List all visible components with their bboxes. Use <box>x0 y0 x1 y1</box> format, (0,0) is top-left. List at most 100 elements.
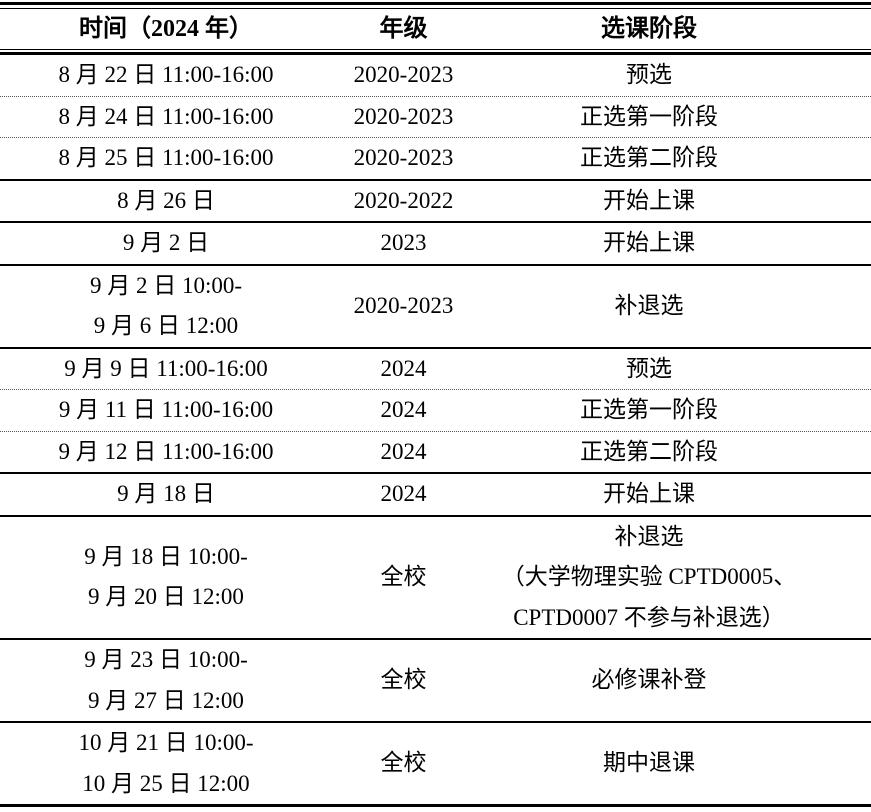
table-row: 10 月 21 日 10:00- 10 月 25 日 12:00 全校 期中退课 <box>0 723 871 804</box>
table-top-thin-rule <box>0 8 871 9</box>
table-row: 9 月 12 日 11:00-16:00 2024 正选第二阶段 <box>0 432 871 474</box>
grade-cell: 2024 <box>332 432 475 473</box>
time-cell-line: 8 月 26 日 <box>117 187 215 213</box>
stage-cell: 补退选 <box>475 286 871 327</box>
table-row: 9 月 9 日 11:00-16:00 2024 预选 <box>0 349 871 390</box>
stage-cell-line: CPTD0007 不参与补退选） <box>513 604 785 630</box>
stage-cell: 正选第一阶段 <box>475 97 871 138</box>
stage-cell-line: 开始上课 <box>603 187 695 213</box>
grade-cell-line: 2020-2023 <box>353 62 454 87</box>
table-row: 9 月 18 日 10:00- 9 月 20 日 12:00 全校 补退选 （大学物理实… <box>0 517 871 640</box>
table-row: 9 月 11 日 11:00-16:00 2024 正选第一阶段 <box>0 390 871 432</box>
header-bottom-thick-rule <box>0 52 871 55</box>
stage-cell-line: 补退选 <box>614 523 684 549</box>
time-cell: 9 月 18 日 <box>0 474 332 515</box>
grade-cell: 全校 <box>332 557 475 598</box>
grade-cell-line: 2023 <box>380 230 427 255</box>
time-cell-line: 8 月 22 日 11:00-16:00 <box>58 62 274 87</box>
grade-cell: 2020-2023 <box>332 138 475 179</box>
table-row: 9 月 18 日 2024 开始上课 <box>0 474 871 517</box>
header-bottom-thin-rule <box>0 49 871 50</box>
stage-cell: 开始上课 <box>475 474 871 515</box>
stage-cell-line: 正选第二阶段 <box>580 438 718 464</box>
stage-cell-line: 补退选 <box>614 292 684 318</box>
stage-cell: 正选第一阶段 <box>475 390 871 431</box>
header-cell-time: 时间（2024 年） <box>79 16 253 42</box>
header-cell-stage: 选课阶段 <box>601 16 697 42</box>
stage-cell-line: 预选 <box>626 62 672 87</box>
time-cell: 9 月 2 日 10:00- 9 月 6 日 12:00 <box>0 266 332 347</box>
time-cell: 9 月 2 日 <box>0 223 332 264</box>
time-cell: 10 月 21 日 10:00- 10 月 25 日 12:00 <box>0 723 332 804</box>
stage-cell: 预选 <box>475 55 871 96</box>
stage-cell: 开始上课 <box>475 181 871 222</box>
grade-cell: 2020-2023 <box>332 97 475 138</box>
time-cell-line: 9 月 18 日 10:00- <box>84 543 248 569</box>
time-cell-line: 9 月 11 日 11:00-16:00 <box>58 397 274 422</box>
grade-cell-line: 2020-2022 <box>353 187 454 213</box>
stage-cell: 期中退课 <box>475 743 871 784</box>
table-top-thick-rule <box>0 2 871 5</box>
table-header-row: 时间（2024 年） 年级 选课阶段 <box>0 9 871 49</box>
table-body: 8 月 22 日 11:00-16:00 2020-2023 预选 8 月 24 日 … <box>0 55 871 804</box>
table-row: 8 月 25 日 11:00-16:00 2020-2023 正选第二阶段 <box>0 138 871 181</box>
grade-cell: 2024 <box>332 349 475 390</box>
time-cell-line: 9 月 9 日 11:00-16:00 <box>64 355 268 381</box>
time-cell: 8 月 25 日 11:00-16:00 <box>0 138 332 179</box>
stage-cell: 开始上课 <box>475 223 871 264</box>
grade-cell-line: 全校 <box>380 750 427 776</box>
time-cell-line: 8 月 24 日 11:00-16:00 <box>58 103 274 129</box>
grade-cell: 全校 <box>332 743 475 784</box>
grade-cell-line: 全校 <box>380 564 427 589</box>
time-cell: 8 月 22 日 11:00-16:00 <box>0 55 332 96</box>
grade-cell: 2024 <box>332 390 475 431</box>
grade-cell: 2020-2023 <box>332 55 475 96</box>
stage-cell: 正选第二阶段 <box>475 138 871 179</box>
header-cell-grade: 年级 <box>379 16 428 42</box>
stage-cell: 预选 <box>475 349 871 390</box>
table-row: 8 月 22 日 11:00-16:00 2020-2023 预选 <box>0 55 871 97</box>
stage-cell-line: 正选第一阶段 <box>580 397 718 422</box>
time-cell-line: 9 月 12 日 11:00-16:00 <box>58 438 274 464</box>
table-row: 8 月 24 日 11:00-16:00 2020-2023 正选第一阶段 <box>0 97 871 138</box>
table-bottom-rule <box>0 804 871 807</box>
stage-cell: 补退选 （大学物理实验 CPTD0005、 CPTD0007 不参与补退选） <box>475 517 871 639</box>
grade-cell: 全校 <box>332 660 475 701</box>
time-cell-line: 9 月 27 日 12:00 <box>88 687 244 713</box>
stage-cell-line: （大学物理实验 CPTD0005、 <box>501 564 797 589</box>
time-cell-line: 9 月 2 日 <box>122 230 210 255</box>
stage-cell-line: 期中退课 <box>603 750 695 776</box>
grade-cell-line: 2024 <box>380 438 427 464</box>
stage-cell-line: 开始上课 <box>603 230 695 255</box>
stage-cell: 正选第二阶段 <box>475 432 871 473</box>
grade-cell-line: 2024 <box>380 355 427 381</box>
grade-cell: 2024 <box>332 474 475 515</box>
grade-cell-line: 全校 <box>380 667 427 693</box>
grade-cell-line: 2020-2023 <box>353 145 454 170</box>
time-cell: 9 月 18 日 10:00- 9 月 20 日 12:00 <box>0 537 332 618</box>
stage-cell-line: 正选第一阶段 <box>580 103 718 129</box>
stage-cell-line: 必修课补登 <box>591 667 707 693</box>
table-row: 9 月 2 日 10:00- 9 月 6 日 12:00 2020-2023 补退选 <box>0 266 871 349</box>
time-cell-line: 8 月 25 日 11:00-16:00 <box>58 145 274 170</box>
time-cell-line: 9 月 23 日 10:00- <box>84 647 248 672</box>
time-cell: 9 月 12 日 11:00-16:00 <box>0 432 332 473</box>
grade-cell: 2020-2022 <box>332 181 475 222</box>
time-cell: 8 月 26 日 <box>0 181 332 222</box>
time-cell-line: 9 月 2 日 10:00- <box>89 272 243 298</box>
grade-cell: 2020-2023 <box>332 286 475 327</box>
time-cell-line: 10 月 21 日 10:00- <box>78 730 254 755</box>
grade-cell: 2023 <box>332 223 475 264</box>
time-cell-line: 9 月 18 日 <box>117 481 215 506</box>
grade-cell-line: 2020-2023 <box>353 103 454 129</box>
stage-cell: 必修课补登 <box>475 660 871 701</box>
stage-cell-line: 正选第二阶段 <box>580 145 718 170</box>
grade-cell-line: 2020-2023 <box>353 292 454 318</box>
time-cell: 8 月 24 日 11:00-16:00 <box>0 97 332 138</box>
stage-cell-line: 预选 <box>626 355 672 381</box>
time-cell: 9 月 11 日 11:00-16:00 <box>0 390 332 431</box>
table-row: 9 月 2 日 2023 开始上课 <box>0 223 871 266</box>
grade-cell-line: 2024 <box>380 481 427 506</box>
time-cell-line: 9 月 6 日 12:00 <box>93 313 239 338</box>
